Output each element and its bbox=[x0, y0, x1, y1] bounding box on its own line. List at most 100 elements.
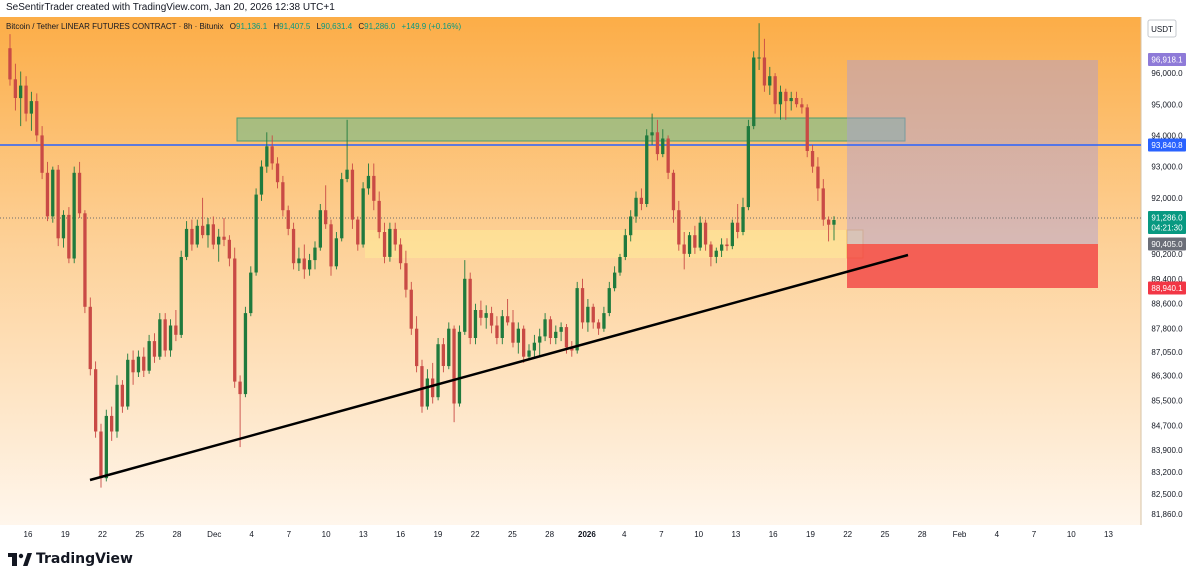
candle bbox=[243, 306, 248, 398]
candle bbox=[206, 218, 210, 248]
candle bbox=[8, 34, 12, 86]
ohlc-low-label: L bbox=[317, 22, 322, 31]
candle bbox=[40, 126, 44, 180]
candle bbox=[404, 250, 408, 298]
candle bbox=[147, 334, 151, 374]
time-tick-label: 10 bbox=[1067, 530, 1076, 539]
candle bbox=[623, 228, 627, 261]
candle bbox=[489, 306, 494, 334]
candle bbox=[629, 210, 633, 242]
candle bbox=[286, 205, 290, 236]
candle bbox=[120, 380, 124, 413]
ohlc-low: 90,631.4 bbox=[321, 22, 353, 31]
candle bbox=[778, 85, 783, 120]
price-tick-label: 89,400.0 bbox=[1151, 275, 1183, 284]
candle bbox=[457, 325, 462, 407]
candle bbox=[495, 316, 499, 345]
candle bbox=[29, 91, 33, 131]
ohlc-close: 91,286.0 bbox=[364, 22, 396, 31]
price-label-target: 96,918.1 bbox=[1148, 53, 1186, 66]
candle bbox=[522, 325, 526, 363]
candle bbox=[88, 297, 92, 376]
price-tick-label: 88,600.0 bbox=[1151, 300, 1183, 309]
footer: TradingView bbox=[0, 542, 1199, 577]
time-tick-label: 28 bbox=[918, 530, 927, 539]
supply-zone bbox=[236, 117, 906, 142]
tradingview-logo[interactable]: TradingView bbox=[8, 549, 133, 569]
candle bbox=[532, 334, 536, 357]
time-tick-label: 2026 bbox=[578, 530, 596, 539]
candle bbox=[479, 300, 483, 326]
price-label-resistance-text: 93,840.8 bbox=[1151, 141, 1183, 150]
candle bbox=[158, 313, 162, 360]
candle bbox=[527, 344, 531, 360]
candle bbox=[736, 204, 740, 239]
candle bbox=[420, 359, 424, 413]
time-tick-label: 16 bbox=[396, 530, 405, 539]
candle bbox=[575, 281, 579, 354]
candle bbox=[500, 310, 504, 345]
candle bbox=[634, 191, 638, 223]
candle bbox=[468, 272, 472, 345]
candle bbox=[163, 313, 167, 357]
time-tick-label: 25 bbox=[135, 530, 144, 539]
candle bbox=[677, 200, 681, 251]
time-tick-label: 22 bbox=[471, 530, 480, 539]
candle bbox=[24, 76, 28, 122]
demand-zone bbox=[365, 230, 863, 258]
candle bbox=[238, 375, 242, 448]
candle bbox=[249, 266, 253, 317]
candle bbox=[72, 166, 76, 264]
candle bbox=[682, 232, 686, 270]
candle bbox=[398, 238, 403, 270]
candle bbox=[666, 135, 670, 180]
candle bbox=[586, 299, 590, 332]
time-tick-label: 25 bbox=[881, 530, 890, 539]
candle bbox=[345, 119, 349, 183]
candle bbox=[810, 144, 815, 173]
candle bbox=[94, 361, 98, 438]
candle bbox=[174, 310, 178, 342]
ohlc-change: +149.9 (+0.16%) bbox=[402, 22, 462, 31]
price-tick-label: 92,000.0 bbox=[1151, 194, 1183, 203]
candle bbox=[720, 238, 724, 257]
time-tick-label: 7 bbox=[1032, 530, 1037, 539]
candle bbox=[382, 222, 387, 264]
time-tick-label: 28 bbox=[173, 530, 182, 539]
candle bbox=[661, 129, 665, 158]
candle bbox=[179, 250, 183, 338]
candle bbox=[607, 281, 611, 317]
price-label-last-text: 91,286.0 bbox=[1151, 214, 1183, 223]
candle bbox=[714, 247, 718, 264]
price-label-resistance: 93,840.8 bbox=[1148, 138, 1186, 152]
candle bbox=[254, 188, 258, 276]
currency-button[interactable]: USDT bbox=[1147, 19, 1177, 38]
currency-label: USDT bbox=[1151, 25, 1173, 34]
chart-area[interactable]: 81,860.0 82,500.0 83,200.0 83,900.0 84,700.0… bbox=[0, 17, 1199, 542]
candle bbox=[506, 299, 510, 326]
time-tick-label: 19 bbox=[806, 530, 815, 539]
price-label-stop: 88,940.1 bbox=[1148, 281, 1186, 295]
time-tick-label: 13 bbox=[731, 530, 740, 539]
price-tick-label: 85,500.0 bbox=[1151, 396, 1183, 405]
candle bbox=[201, 197, 205, 239]
candle bbox=[136, 350, 141, 377]
candle bbox=[83, 210, 87, 314]
price-chart[interactable]: 81,860.0 82,500.0 83,200.0 83,900.0 84,700.0… bbox=[0, 17, 1199, 542]
candle bbox=[168, 319, 173, 357]
candle bbox=[805, 104, 809, 158]
candle bbox=[35, 93, 39, 142]
candle bbox=[222, 218, 226, 247]
candle bbox=[275, 157, 280, 189]
candle bbox=[794, 91, 799, 108]
candle bbox=[709, 241, 713, 267]
candle bbox=[773, 73, 777, 114]
price-label-target-text: 96,918.1 bbox=[1151, 56, 1183, 65]
ohlc-open: 91,136.1 bbox=[236, 22, 268, 31]
candle bbox=[329, 219, 333, 276]
candle bbox=[746, 119, 750, 211]
candle bbox=[703, 219, 708, 251]
candle bbox=[789, 91, 793, 111]
candle bbox=[372, 163, 376, 211]
candle bbox=[671, 169, 676, 223]
